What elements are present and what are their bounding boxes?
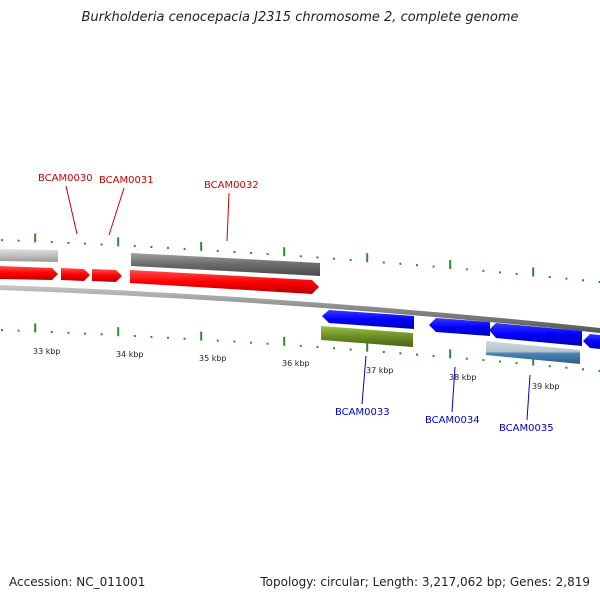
gene-label-bcam0034[interactable]: BCAM0034 (425, 415, 480, 426)
green-feature (321, 326, 413, 347)
leader-line (108, 187, 125, 236)
scale-label: 38 kbp (449, 373, 477, 382)
gene-label-bcam0033[interactable]: BCAM0033 (335, 407, 390, 418)
steelblue-feature (486, 341, 580, 364)
forward-gene[interactable] (0, 266, 58, 280)
lower-gc-track (1, 323, 600, 372)
scale-label: 35 kbp (199, 354, 227, 363)
light-grey-feature (0, 249, 58, 262)
gene-label-bcam0032[interactable]: BCAM0032 (204, 180, 259, 191)
scale-label: 39 kbp (532, 382, 560, 391)
leader-line (451, 366, 456, 413)
forward-gene-labels: BCAM0030 BCAM0031 BCAM0032 (38, 173, 259, 242)
forward-gene[interactable] (130, 270, 319, 294)
map-title: Burkholderia cenocepacia J2315 chromosom… (81, 10, 519, 25)
gene-label-bcam0030[interactable]: BCAM0030 (38, 173, 93, 184)
leader-line (361, 355, 367, 405)
leader-line (226, 192, 230, 242)
leader-line (526, 374, 531, 421)
accession-label: Accession: NC_011001 (9, 575, 146, 589)
scale-label: 33 kbp (33, 347, 61, 356)
leader-line (65, 185, 78, 235)
gene-label-bcam0031[interactable]: BCAM0031 (99, 175, 154, 186)
forward-gene-track (0, 266, 319, 294)
scale-labels: 33 kbp 34 kbp 35 kbp 36 kbp 37 kbp 38 kb… (33, 347, 560, 391)
grey-feature (131, 253, 320, 276)
upper-gc-track (1, 233, 600, 283)
gene-label-bcam0035[interactable]: BCAM0035 (499, 423, 554, 434)
feature-track-lower (321, 326, 580, 364)
genome-backbone (0, 285, 600, 333)
scale-label: 34 kbp (116, 350, 144, 359)
forward-gene[interactable] (92, 269, 122, 282)
scale-label: 36 kbp (282, 359, 310, 368)
reverse-gene[interactable] (429, 318, 490, 336)
scale-label: 37 kbp (366, 366, 394, 375)
reverse-gene-labels: BCAM0033 BCAM0034 BCAM0035 (335, 355, 554, 434)
reverse-gene-track (322, 310, 600, 349)
reverse-gene[interactable] (583, 334, 600, 349)
genome-stats-label: Topology: circular; Length: 3,217,062 bp… (260, 575, 590, 589)
reverse-gene[interactable] (489, 323, 582, 346)
forward-gene[interactable] (61, 268, 90, 281)
reverse-gene[interactable] (322, 310, 414, 329)
feature-track-upper (0, 249, 320, 276)
